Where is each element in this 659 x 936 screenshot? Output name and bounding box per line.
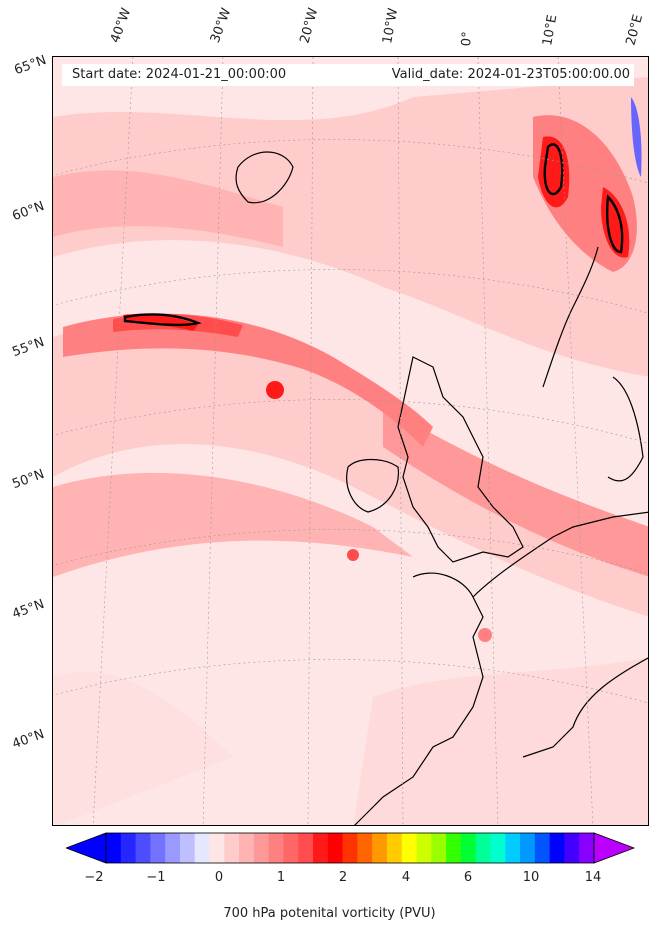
colorbar-segment bbox=[564, 833, 580, 863]
colorbar-segment bbox=[460, 833, 477, 863]
colorbar-tick: 2 bbox=[338, 870, 348, 885]
lat-label-50n: 50°N bbox=[10, 466, 47, 493]
lat-label-45n: 45°N bbox=[10, 596, 47, 623]
lon-label-0: 0° bbox=[459, 30, 476, 47]
lon-label-40w: 40°W bbox=[107, 6, 135, 45]
colorbar-segment bbox=[327, 833, 344, 863]
lon-label-20e: 20°E bbox=[623, 12, 647, 48]
colorbar-segment bbox=[224, 833, 240, 863]
colorbar-segment bbox=[120, 833, 137, 863]
pv-field bbox=[53, 57, 648, 825]
colorbar-tick: 6 bbox=[463, 870, 473, 885]
colorbar-max-extend bbox=[593, 832, 636, 864]
colorbar-segment bbox=[475, 833, 491, 863]
start-date-label: Start date: 2024-01-21_00:00:00 bbox=[72, 67, 287, 82]
colorbar-tick: −1 bbox=[146, 870, 166, 885]
colorbar-segment bbox=[283, 833, 299, 863]
colorbar-segment bbox=[490, 833, 506, 863]
lon-label-10w: 10°W bbox=[380, 7, 402, 46]
colorbar-segment bbox=[165, 833, 181, 863]
colorbar-segment bbox=[179, 833, 196, 863]
colorbar-title: 700 hPa potenital vorticity (PVU) bbox=[223, 906, 436, 921]
colorbar-segment bbox=[268, 833, 284, 863]
colorbar bbox=[66, 832, 636, 864]
lat-label-65n: 65°N bbox=[12, 52, 49, 79]
colorbar-segment bbox=[209, 833, 225, 863]
colorbar-tick: 10 bbox=[522, 870, 540, 885]
colorbar-segment bbox=[298, 833, 314, 863]
colorbar-segment bbox=[416, 833, 432, 863]
colorbar-segment bbox=[431, 833, 447, 863]
colorbar-segment bbox=[194, 833, 211, 863]
colorbar-segment bbox=[106, 833, 122, 863]
colorbar-segment bbox=[342, 833, 358, 863]
lon-label-30w: 30°W bbox=[207, 6, 235, 45]
lon-label-20w: 20°W bbox=[297, 6, 322, 45]
colorbar-segment bbox=[549, 833, 565, 863]
lat-label-40n: 40°N bbox=[10, 726, 47, 753]
colorbar-segment bbox=[135, 833, 151, 863]
colorbar-segment bbox=[313, 833, 329, 863]
colorbar-segment bbox=[505, 833, 521, 863]
colorbar-segment bbox=[253, 833, 270, 863]
colorbar-segment bbox=[446, 833, 462, 863]
lat-label-60n: 60°N bbox=[10, 198, 47, 225]
colorbar-segment bbox=[534, 833, 551, 863]
lat-label-55n: 55°N bbox=[10, 334, 47, 361]
lon-label-10e: 10°E bbox=[540, 13, 561, 47]
colorbar-tick: 1 bbox=[276, 870, 286, 885]
colorbar-tick: −2 bbox=[84, 870, 104, 885]
colorbar-segment bbox=[401, 833, 418, 863]
map-header: Start date: 2024-01-21_00:00:00 Valid_da… bbox=[62, 64, 634, 86]
colorbar-segment bbox=[579, 833, 595, 863]
colorbar-segment bbox=[239, 833, 255, 863]
colorbar-tick: 0 bbox=[214, 870, 224, 885]
colorbar-segment bbox=[150, 833, 166, 863]
colorbar-segment bbox=[357, 833, 373, 863]
colorbar-tick: 14 bbox=[584, 870, 602, 885]
colorbar-segment bbox=[386, 833, 403, 863]
valid-date-label: Valid_date: 2024-01-23T05:00:00.00 bbox=[391, 67, 630, 82]
colorbar-segment bbox=[520, 833, 536, 863]
colorbar-tick: 4 bbox=[401, 870, 411, 885]
map-panel bbox=[52, 56, 649, 826]
colorbar-segment bbox=[372, 833, 388, 863]
colorbar-min-extend bbox=[66, 832, 107, 864]
